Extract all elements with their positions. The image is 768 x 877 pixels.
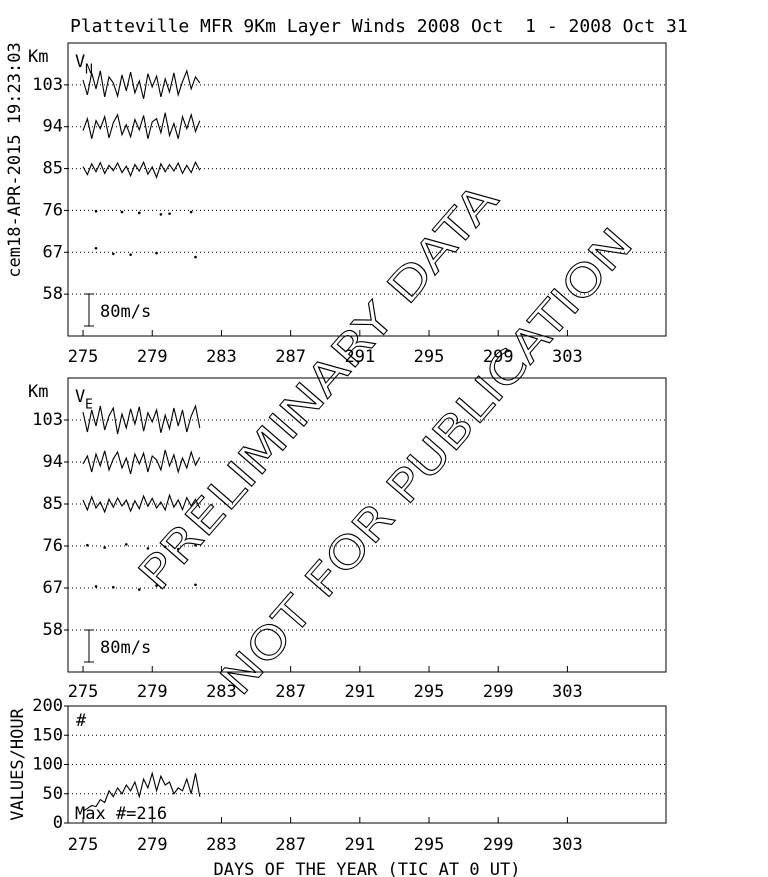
component-label: V: [75, 387, 85, 407]
x-tick-label: 275: [68, 682, 99, 702]
unit-label: Km: [28, 382, 48, 402]
x-tick-label: 275: [68, 347, 99, 367]
y-tick-label: 200: [32, 696, 63, 716]
trace: [82, 160, 201, 179]
max-note: Max #=216: [75, 804, 167, 824]
unit-label: Km: [28, 47, 48, 67]
watermark: PRELIMINARY DATA: [129, 174, 509, 600]
data-point: [163, 545, 167, 549]
trace: [82, 404, 201, 435]
data-point: [159, 213, 163, 216]
component-subscript: N: [85, 63, 93, 78]
title: Platteville MFR 9Km Layer Winds 2008 Oct…: [70, 16, 688, 37]
data-point: [194, 583, 197, 587]
data-point: [112, 585, 115, 589]
x-tick-label: 291: [344, 835, 375, 855]
trace: [82, 112, 201, 139]
data-point: [94, 246, 98, 250]
x-tick-label: 303: [552, 347, 583, 367]
x-tick-label: 279: [137, 347, 168, 367]
data-point: [94, 209, 98, 213]
x-tick-label: 279: [137, 835, 168, 855]
trace: [82, 493, 201, 514]
data-point: [94, 585, 98, 588]
x-tick-label: 295: [414, 682, 445, 702]
x-tick-label: 279: [137, 682, 168, 702]
data-point: [194, 543, 197, 547]
y-tick-label: 94: [43, 117, 63, 137]
plot-frame: [67, 377, 667, 673]
y-tick-label: 85: [43, 159, 63, 179]
y-tick-label: 58: [43, 284, 63, 304]
trace: [82, 771, 201, 812]
y-tick-label: 58: [43, 620, 63, 640]
x-tick-label: 283: [206, 835, 237, 855]
data-point: [124, 543, 128, 546]
x-tick-label: 295: [414, 347, 445, 367]
data-point: [168, 212, 171, 215]
x-tick-label: 287: [275, 835, 306, 855]
data-point: [155, 584, 158, 587]
plot-frame: [67, 42, 667, 337]
x-axis-label: DAYS OF THE YEAR (TIC AT 0 UT): [213, 860, 520, 877]
y-tick-label: 76: [43, 200, 63, 220]
x-tick-label: 303: [552, 682, 583, 702]
data-point: [86, 543, 89, 547]
y-tick-label: 94: [43, 452, 63, 472]
y-tick-label: 67: [43, 242, 63, 262]
x-tick-label: 275: [68, 835, 99, 855]
x-tick-label: 299: [483, 682, 514, 702]
x-tick-label: 299: [483, 835, 514, 855]
y-tick-label: 100: [32, 755, 63, 775]
y-tick-label: 50: [43, 784, 63, 804]
x-tick-label: 283: [206, 682, 237, 702]
data-point: [194, 255, 197, 259]
trace: [82, 69, 201, 100]
data-point: [103, 546, 106, 549]
data-point: [129, 253, 132, 256]
x-tick-label: 291: [344, 682, 375, 702]
scale-bar-label: 80m/s: [100, 638, 151, 658]
component-label: V: [75, 52, 85, 72]
y-tick-label: 76: [43, 536, 63, 556]
data-point: [120, 210, 124, 214]
data-point: [137, 211, 141, 215]
data-point: [176, 547, 180, 551]
data-point: [137, 588, 141, 591]
data-point: [155, 251, 158, 255]
timestamp: cem18-APR-2015 19:23:03: [5, 42, 25, 277]
x-tick-label: 287: [275, 347, 306, 367]
x-tick-label: 299: [483, 347, 514, 367]
x-tick-label: 295: [414, 835, 445, 855]
component-subscript: E: [85, 398, 93, 413]
data-point: [112, 252, 115, 256]
x-tick-label: 283: [206, 347, 237, 367]
y-tick-label: 103: [32, 410, 63, 430]
x-tick-label: 303: [552, 835, 583, 855]
scale-bar-label: 80m/s: [100, 302, 151, 322]
data-point: [189, 210, 193, 214]
y-tick-label: 0: [53, 813, 63, 833]
data-point: [146, 547, 150, 550]
y-tick-label: 85: [43, 494, 63, 514]
x-tick-label: 287: [275, 682, 306, 702]
marker-label: #: [76, 711, 87, 731]
y-tick-label: 67: [43, 578, 63, 598]
y-axis-label: VALUES/HOUR: [8, 707, 28, 820]
x-tick-label: 291: [344, 347, 375, 367]
y-tick-label: 150: [32, 725, 63, 745]
trace: [82, 449, 201, 475]
y-tick-label: 103: [32, 75, 63, 95]
